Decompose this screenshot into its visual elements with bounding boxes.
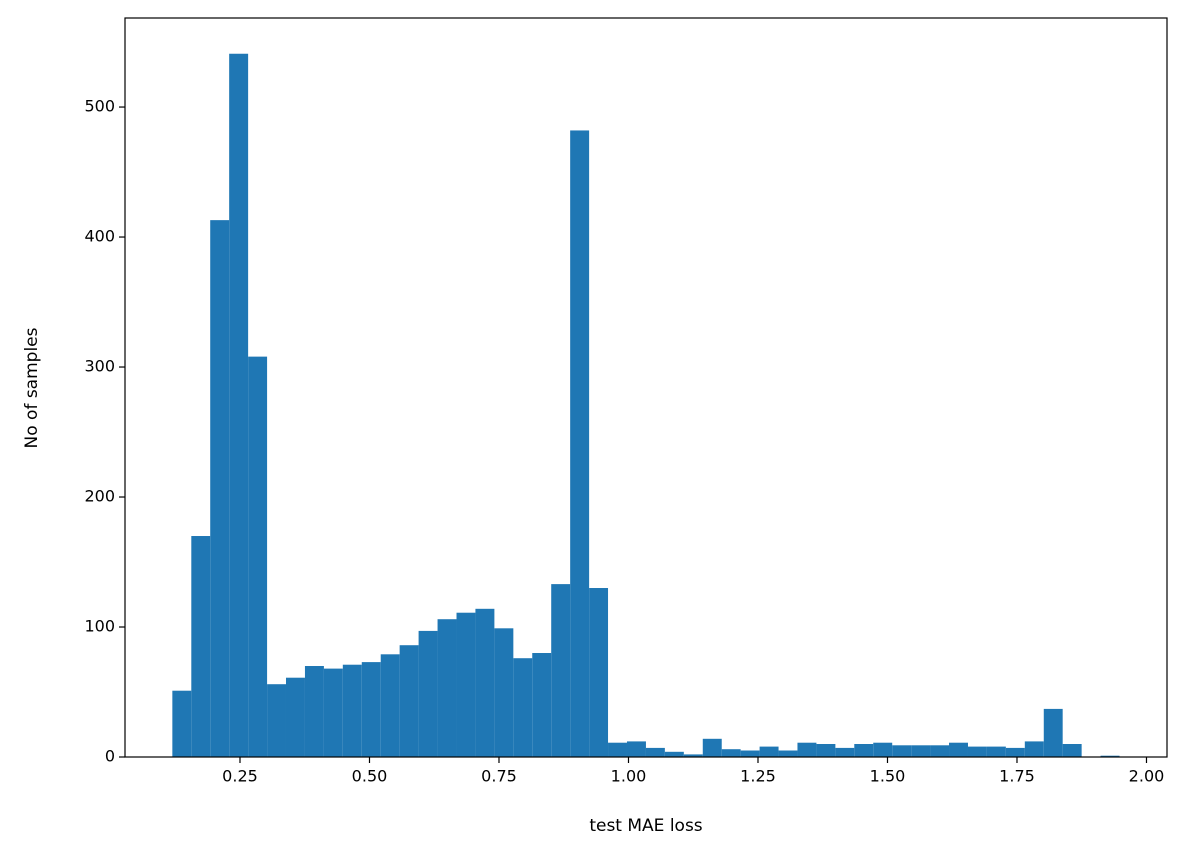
bar [229, 53, 249, 758]
bar [626, 741, 646, 757]
bar [191, 536, 211, 757]
bar [248, 356, 268, 757]
bar [437, 619, 457, 757]
y-tick-label: 500 [84, 97, 115, 116]
bar [210, 220, 230, 757]
x-axis-label: test MAE loss [589, 816, 702, 836]
bar [494, 628, 514, 757]
bar [1100, 755, 1120, 757]
bar [475, 608, 495, 757]
x-tick-label: 1.50 [870, 767, 906, 786]
bar [835, 747, 855, 757]
bar [683, 754, 703, 757]
x-tick-label: 2.00 [1129, 767, 1165, 786]
bar [854, 744, 874, 757]
bar [285, 677, 305, 757]
bar [797, 742, 817, 757]
x-tick-label: 0.75 [481, 767, 517, 786]
x-tick-label: 0.25 [222, 767, 258, 786]
bar [361, 662, 381, 757]
bar [304, 666, 324, 757]
y-tick-label: 100 [84, 617, 115, 636]
y-tick-label: 300 [84, 357, 115, 376]
x-tick-label: 1.00 [611, 767, 647, 786]
bar [892, 745, 912, 757]
bar [740, 750, 760, 757]
bar [380, 654, 400, 757]
bar [664, 751, 684, 757]
y-tick-label: 0 [105, 747, 115, 766]
bar [608, 742, 627, 757]
plot-frame [124, 17, 1168, 758]
x-tick-label: 0.50 [352, 767, 388, 786]
bar [816, 744, 836, 757]
y-axis-label: No of samples [22, 327, 42, 448]
bar [418, 630, 438, 757]
bar [1043, 708, 1063, 757]
bar [399, 645, 419, 757]
bar [570, 130, 590, 758]
bar [967, 746, 987, 757]
bar [986, 746, 1006, 757]
y-tick-label: 200 [84, 487, 115, 506]
y-tick-label: 400 [84, 227, 115, 246]
bar [589, 588, 609, 757]
bar [949, 742, 968, 757]
bar [873, 742, 893, 757]
bar [532, 653, 552, 757]
x-tick-label: 1.25 [740, 767, 776, 786]
bar [323, 668, 343, 757]
bar [721, 749, 741, 757]
bar [1005, 747, 1025, 757]
bar [1024, 741, 1044, 757]
bar [551, 584, 571, 757]
bar [778, 750, 798, 757]
bar [759, 746, 779, 757]
bar [911, 745, 931, 757]
bar [930, 745, 950, 757]
bar [172, 690, 192, 757]
bar [645, 747, 665, 757]
bar [702, 738, 722, 757]
bar [513, 658, 533, 757]
x-tick-label: 1.75 [999, 767, 1035, 786]
bar [342, 664, 362, 757]
bar [1062, 744, 1082, 757]
bar [267, 684, 286, 757]
bar [456, 612, 476, 757]
